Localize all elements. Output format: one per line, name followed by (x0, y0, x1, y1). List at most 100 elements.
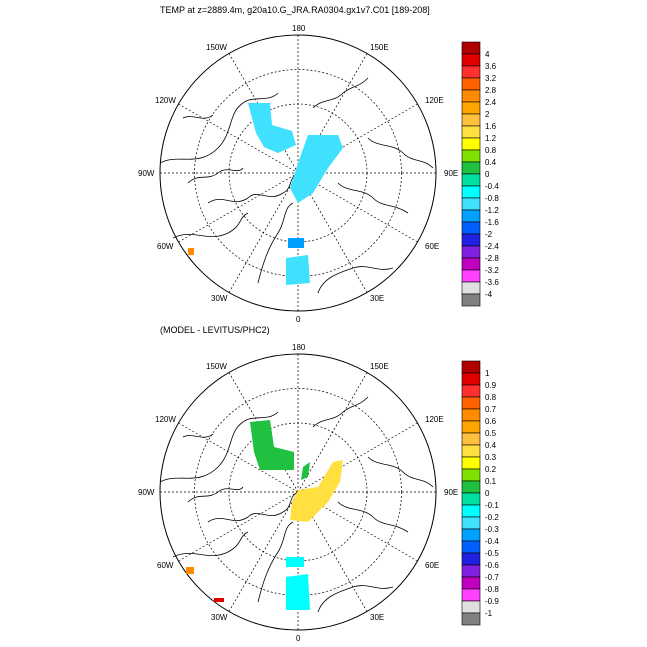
coastline (159, 92, 279, 164)
bottom-lon-150e: 150E (370, 362, 389, 371)
colorbar-swatch (461, 468, 481, 482)
top-lon-150e: 150E (370, 43, 389, 52)
colorbar-tick-label: 2.4 (485, 98, 497, 107)
colorbar-swatch (461, 245, 481, 259)
colorbar-swatch (461, 564, 481, 578)
colorbar-swatch (461, 185, 481, 199)
bottom-difference-field (186, 420, 343, 610)
bottom-lon-30w: 30W (211, 613, 228, 622)
coastline (182, 114, 214, 119)
colorbar-swatch (461, 53, 481, 67)
top-lon-120w: 120W (155, 96, 176, 105)
colorbar-tick-label: 0.5 (485, 429, 497, 438)
colorbar-swatch (461, 432, 481, 446)
meridian-line (297, 172, 418, 243)
colorbar-swatch (461, 293, 481, 307)
bottom-map-panel: (MODEL - LEVITUS/PHC2) 180 0 90W 90E 150… (138, 325, 499, 643)
coastline (257, 521, 294, 603)
colorbar-tick-label: 0.3 (485, 453, 497, 462)
negative-difference-region (286, 557, 304, 567)
colorbar-tick-label: -0.8 (485, 194, 499, 203)
top-coastlines (159, 77, 434, 294)
meridian-line (228, 172, 299, 293)
colorbar-tick-label: 0.7 (485, 405, 497, 414)
coastline (207, 491, 299, 523)
bottom-longitude-labels: 180 0 90W 90E 150W 120W 150E 120E 60W 30… (138, 343, 458, 643)
meridian-line (297, 491, 368, 612)
colorbar-tick-label: -0.9 (485, 597, 499, 606)
colorbar-swatch (461, 540, 481, 554)
coastline (207, 172, 299, 204)
colorbar-swatch (461, 456, 481, 470)
colorbar-swatch (461, 197, 481, 211)
colorbar-swatch (461, 89, 481, 103)
colorbar-tick-label: 0.1 (485, 477, 497, 486)
colorbar-tick-label: -3.6 (485, 278, 499, 287)
bottom-lon-90e: 90E (444, 488, 458, 497)
coastline (337, 182, 409, 214)
colorbar-tick-label: -3.2 (485, 266, 499, 275)
colorbar-swatch (461, 600, 481, 614)
coastline (257, 202, 294, 284)
meridian-line (178, 422, 299, 493)
colorbar-swatch (461, 101, 481, 115)
coastline (159, 411, 279, 483)
coastline (312, 396, 369, 428)
small-positive-region (301, 462, 310, 480)
coastline (367, 137, 434, 169)
colorbar-tick-label: 3.2 (485, 74, 497, 83)
colorbar-tick-label: 0.4 (485, 158, 497, 167)
colorbar-swatch (461, 257, 481, 271)
colorbar-tick-label: 0.2 (485, 465, 497, 474)
colorbar-swatch (461, 221, 481, 235)
colorbar-tick-label: 0 (485, 489, 490, 498)
colorbar-tick-label: 0.4 (485, 441, 497, 450)
colorbar-tick-label: -0.5 (485, 549, 499, 558)
negative-difference-region (286, 574, 310, 610)
colorbar-tick-label: -0.4 (485, 182, 499, 191)
bottom-lon-60w: 60W (157, 561, 174, 570)
colorbar-swatch (461, 233, 481, 247)
colorbar-swatch (461, 588, 481, 602)
meridian-line (228, 491, 299, 612)
colorbar-swatch (461, 209, 481, 223)
coastline (317, 266, 394, 294)
colorbar-swatch (461, 444, 481, 458)
coastline (172, 531, 249, 558)
meridian-line (297, 372, 368, 493)
bottom-lon-0: 0 (296, 634, 301, 643)
colorbar-swatch (461, 360, 481, 374)
latitude-circle (194, 69, 402, 277)
colorbar-tick-label: 0 (485, 170, 490, 179)
colorbar-tick-label: 3.6 (485, 62, 497, 71)
meridian-line (297, 422, 418, 493)
top-lon-30e: 30E (370, 294, 384, 303)
colorbar-swatch (461, 504, 481, 518)
colorbar-swatch (461, 125, 481, 139)
colorbar-tick-label: -1.2 (485, 206, 499, 215)
colorbar-tick-label: 1 (485, 369, 490, 378)
coastline (337, 501, 409, 533)
colorbar-tick-label: 0.9 (485, 381, 497, 390)
colorbar-swatch (461, 137, 481, 151)
strong-warm-region (214, 598, 224, 602)
bottom-panel-title: (MODEL - LEVITUS/PHC2) (160, 325, 270, 335)
meridian-line (297, 172, 368, 293)
colorbar-swatch (461, 173, 481, 187)
top-lon-30w: 30W (211, 294, 228, 303)
colorbar-swatch (461, 281, 481, 295)
cold-anomaly-region (290, 135, 343, 203)
bottom-lon-150w: 150W (206, 362, 227, 371)
colorbar-tick-label: 1.2 (485, 134, 497, 143)
colorbar-swatch (461, 516, 481, 530)
top-lon-60e: 60E (425, 242, 439, 251)
colorbar-tick-label: -1.6 (485, 218, 499, 227)
meridian-line (178, 172, 299, 243)
coastline (367, 456, 434, 488)
top-lon-60w: 60W (157, 242, 174, 251)
colorbar-tick-label: -0.3 (485, 525, 499, 534)
colorbar-tick-label: -0.2 (485, 513, 499, 522)
colorbar-swatch (461, 480, 481, 494)
colorbar-swatch (461, 396, 481, 410)
